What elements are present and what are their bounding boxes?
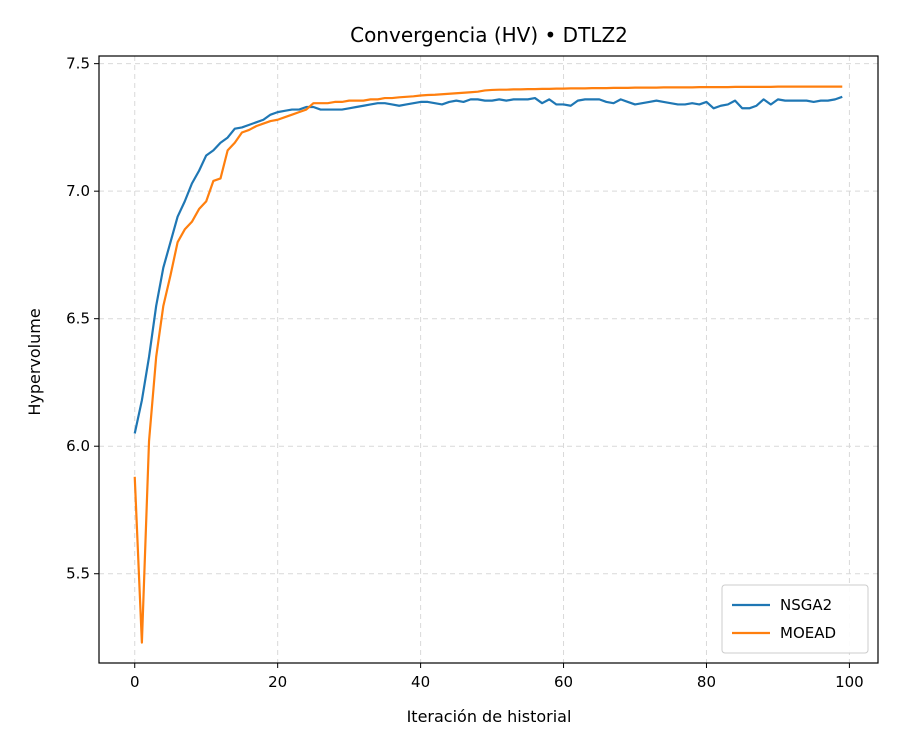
y-tick-label: 7.0 [66, 182, 90, 200]
x-axis-label: Iteración de historial [407, 707, 572, 726]
x-tick-label: 40 [411, 673, 430, 691]
series-lines [133, 85, 843, 644]
x-axis-ticks: 0 20 40 60 80 100 [130, 663, 864, 691]
y-tick-label: 6.0 [66, 437, 90, 455]
legend-box [721, 584, 869, 654]
x-tick-label: 80 [697, 673, 716, 691]
series-line-nsga2 [133, 95, 843, 434]
x-tick-label: 100 [835, 673, 864, 691]
plot-frame [98, 55, 879, 664]
y-tick-label: 7.5 [66, 55, 90, 73]
x-tick-label: 0 [130, 673, 140, 691]
x-tick-label: 20 [268, 673, 287, 691]
y-tick-label: 5.5 [66, 565, 90, 583]
legend-label-nsga2: NSGA2 [780, 596, 832, 614]
grid-lines [99, 56, 878, 663]
y-tick-label: 6.5 [66, 310, 90, 328]
x-tick-label: 60 [554, 673, 573, 691]
chart-title: Convergencia (HV) • DTLZ2 [350, 23, 628, 47]
legend: NSGA2 MOEAD [721, 584, 869, 654]
y-axis-ticks: 5.5 6.0 6.5 7.0 7.5 [66, 55, 99, 583]
legend-label-moead: MOEAD [780, 624, 836, 642]
series-line-moead [133, 85, 843, 644]
y-axis-label: Hypervolume [25, 308, 44, 415]
